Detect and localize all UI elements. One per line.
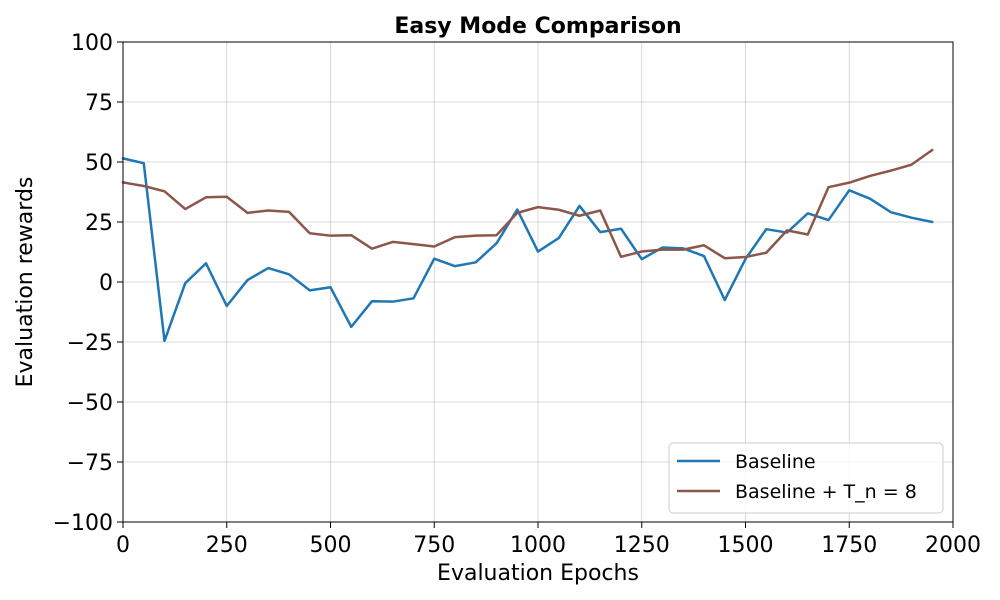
series-line-baseline-tn8 bbox=[121, 148, 934, 260]
legend: Baseline Baseline + T_n = 8 bbox=[668, 442, 944, 514]
legend-label: Baseline bbox=[735, 451, 816, 473]
x-tick-label: 2000 bbox=[925, 533, 981, 558]
y-tick-label: 75 bbox=[85, 91, 113, 116]
y-axis-label: Evaluation rewards bbox=[13, 177, 38, 388]
x-axis-label: Evaluation Epochs bbox=[437, 561, 639, 586]
y-tick-label: 50 bbox=[85, 151, 113, 176]
y-tick-label: 100 bbox=[71, 31, 113, 56]
x-tick-label: 500 bbox=[310, 533, 352, 558]
x-tick-label: 0 bbox=[116, 533, 130, 558]
y-tick-label: 25 bbox=[85, 211, 113, 236]
legend-label: Baseline + T_n = 8 bbox=[735, 481, 917, 503]
x-tick-label: 750 bbox=[413, 533, 455, 558]
legend-box bbox=[668, 442, 944, 514]
x-tick-label: 250 bbox=[206, 533, 248, 558]
chart-title: Easy Mode Comparison bbox=[394, 14, 681, 39]
axis-ticks: 0 250 500 750 1000 1250 1500 1750 2000−100−75−50… bbox=[53, 31, 981, 558]
y-tick-label: −25 bbox=[67, 331, 113, 356]
x-tick-label: 1500 bbox=[718, 533, 774, 558]
y-tick-label: −50 bbox=[67, 391, 113, 416]
series-line-baseline bbox=[121, 157, 934, 343]
x-tick-label: 1750 bbox=[821, 533, 877, 558]
y-tick-label: −75 bbox=[67, 451, 113, 476]
x-tick-label: 1000 bbox=[510, 533, 566, 558]
y-tick-label: 0 bbox=[99, 271, 113, 296]
x-tick-label: 1250 bbox=[614, 533, 670, 558]
y-tick-label: −100 bbox=[53, 511, 113, 536]
series-layer bbox=[121, 148, 934, 343]
